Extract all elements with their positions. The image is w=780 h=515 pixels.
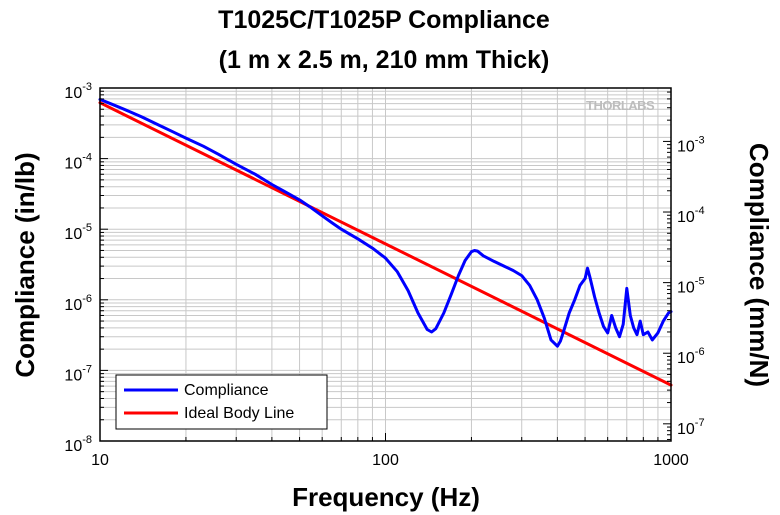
series-layer (98, 97, 673, 387)
series-line-ideal-body-line (98, 101, 673, 387)
x-axis-title: Frequency (Hz) (292, 482, 480, 512)
y2-tick-label: 10-6 (677, 346, 705, 367)
y2-tick-label: 10-5 (677, 276, 705, 297)
y2-tick-label: 10-7 (677, 417, 705, 438)
grid-lines (100, 88, 671, 441)
chart-title-group: T1025C/T1025P Compliance (1 m x 2.5 m, 2… (218, 6, 550, 74)
y-tick-labels: 10-8 10-7 10-6 10-5 10-4 10-3 (64, 81, 92, 455)
x-tick-label: 10 (91, 452, 109, 469)
y-tick-label: 10-5 (64, 222, 92, 243)
y2-tick-label: 10-4 (677, 205, 705, 226)
y-tick-label: 10-4 (64, 152, 92, 173)
y2-axis-title: Compliance (mm/N) (744, 143, 774, 387)
y-tick-label: 10-3 (64, 81, 92, 102)
y-tick-label: 10-7 (64, 363, 92, 384)
y-axis-title: Compliance (in/lb) (10, 152, 40, 377)
legend-label-ideal-body-line: Ideal Body Line (184, 405, 294, 422)
y-tick-label: 10-8 (64, 434, 92, 455)
legend: Compliance Ideal Body Line (115, 374, 328, 430)
y2-tick-label: 10-3 (677, 134, 705, 155)
y-tick-label: 10-6 (64, 293, 92, 314)
legend-box (115, 374, 328, 430)
x-tick-label: 1000 (653, 452, 689, 469)
y2-tick-labels: 10-7 10-6 10-5 10-4 10-3 (677, 134, 705, 437)
x-tick-labels: 10 100 1000 (91, 452, 689, 469)
chart-title-line2: (1 m x 2.5 m, 210 mm Thick) (219, 46, 550, 74)
axis-ticks (100, 90, 671, 441)
legend-label-compliance: Compliance (184, 382, 269, 399)
thorlabs-watermark: THORLABS (586, 98, 655, 113)
x-tick-label: 100 (372, 452, 399, 469)
series-line-compliance (98, 97, 673, 348)
chart-title-line1: T1025C/T1025P Compliance (218, 6, 550, 34)
